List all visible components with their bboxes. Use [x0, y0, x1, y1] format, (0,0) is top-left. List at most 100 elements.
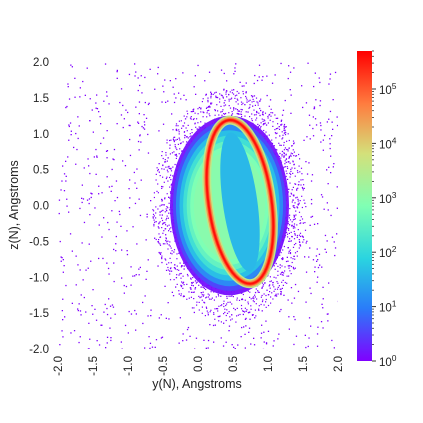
- scatter-point: [288, 224, 291, 226]
- scatter-point: [275, 128, 278, 130]
- scatter-point: [193, 108, 195, 110]
- scatter-point: [173, 267, 175, 269]
- scatter-point: [218, 295, 220, 297]
- scatter-point: [182, 125, 184, 127]
- scatter-point: [249, 318, 251, 320]
- scatter-point: [78, 303, 80, 305]
- scatter-point: [252, 98, 254, 100]
- scatter-point: [245, 97, 248, 99]
- scatter-point: [333, 347, 335, 349]
- scatter-point: [274, 129, 276, 131]
- colorbar-tick-label: 102: [379, 244, 397, 260]
- scatter-point: [106, 95, 108, 97]
- scatter-point: [283, 126, 285, 128]
- scatter-point: [62, 298, 64, 300]
- scatter-point: [238, 299, 241, 301]
- scatter-point: [207, 339, 210, 342]
- scatter-point: [193, 298, 195, 300]
- scatter-point: [311, 215, 314, 218]
- scatter-point: [329, 73, 332, 75]
- scatter-point: [207, 97, 209, 99]
- x-tick-label: -2.0: [53, 356, 65, 376]
- scatter-point: [288, 240, 290, 242]
- scatter-point: [174, 154, 176, 156]
- scatter-point: [226, 309, 228, 311]
- scatter-point: [66, 105, 68, 108]
- scatter-point: [277, 265, 279, 267]
- scatter-point: [134, 75, 136, 77]
- scatter-point: [220, 295, 222, 297]
- scatter-point: [283, 144, 285, 146]
- scatter-point: [164, 258, 166, 260]
- density-ring-band: [205, 119, 275, 285]
- scatter-point: [250, 308, 252, 310]
- scatter-point: [228, 295, 230, 297]
- scatter-point: [303, 239, 305, 241]
- scatter-point: [161, 168, 163, 170]
- scatter-point: [71, 66, 73, 68]
- scatter-point: [130, 266, 132, 268]
- scatter-point: [87, 158, 89, 160]
- scatter-point: [137, 89, 139, 92]
- scatter-point: [190, 288, 192, 290]
- scatter-point: [306, 173, 309, 175]
- scatter-point: [114, 200, 116, 202]
- scatter-point: [242, 313, 244, 316]
- scatter-point: [302, 187, 304, 189]
- scatter-point: [205, 107, 208, 109]
- scatter-point: [209, 311, 211, 313]
- scatter-point: [204, 315, 206, 317]
- scatter-point: [139, 135, 141, 137]
- scatter-point: [169, 144, 171, 146]
- scatter-point: [281, 155, 283, 157]
- scatter-point: [329, 78, 331, 80]
- scatter-point: [159, 252, 161, 254]
- scatter-point: [258, 305, 260, 307]
- scatter-point: [246, 101, 248, 103]
- scatter-point: [283, 128, 285, 130]
- scatter-point: [165, 154, 167, 156]
- scatter-point: [160, 314, 162, 316]
- scatter-point: [108, 103, 110, 105]
- scatter-point: [145, 239, 147, 241]
- scatter-point: [167, 207, 169, 209]
- scatter-point: [146, 216, 148, 218]
- scatter-point: [249, 291, 251, 293]
- scatter-point: [184, 135, 186, 137]
- scatter-point: [122, 160, 124, 162]
- scatter-point: [313, 108, 315, 110]
- scatter-point: [278, 333, 280, 335]
- scatter-point: [279, 135, 281, 137]
- scatter-point: [326, 202, 328, 204]
- scatter-point: [282, 249, 284, 251]
- scatter-point: [219, 93, 221, 95]
- scatter-point: [170, 267, 172, 269]
- scatter-point: [167, 302, 169, 304]
- scatter-point: [220, 305, 222, 307]
- scatter-point: [116, 71, 118, 73]
- scatter-point: [179, 262, 181, 264]
- scatter-point: [173, 141, 175, 143]
- scatter-point: [194, 112, 196, 114]
- scatter-point: [270, 112, 272, 114]
- scatter-point: [317, 266, 320, 269]
- scatter-point: [237, 344, 239, 346]
- density-ring: [202, 115, 278, 289]
- scatter-point: [144, 347, 146, 349]
- scatter-point: [257, 290, 259, 292]
- scatter-point: [297, 203, 299, 205]
- x-tick-label: 0.0: [193, 356, 205, 372]
- scatter-point: [155, 238, 157, 241]
- scatter-point: [219, 315, 221, 317]
- scatter-point: [181, 285, 183, 287]
- scatter-point: [288, 267, 290, 269]
- scatter-point: [293, 151, 295, 153]
- scatter-point: [91, 109, 93, 111]
- y-tick-label: 2.0: [33, 57, 49, 69]
- scatter-point: [258, 309, 260, 311]
- scatter-point: [319, 81, 321, 84]
- scatter-point: [206, 106, 208, 108]
- scatter-point: [295, 183, 297, 185]
- scatter-point: [290, 231, 292, 233]
- scatter-point: [285, 126, 287, 128]
